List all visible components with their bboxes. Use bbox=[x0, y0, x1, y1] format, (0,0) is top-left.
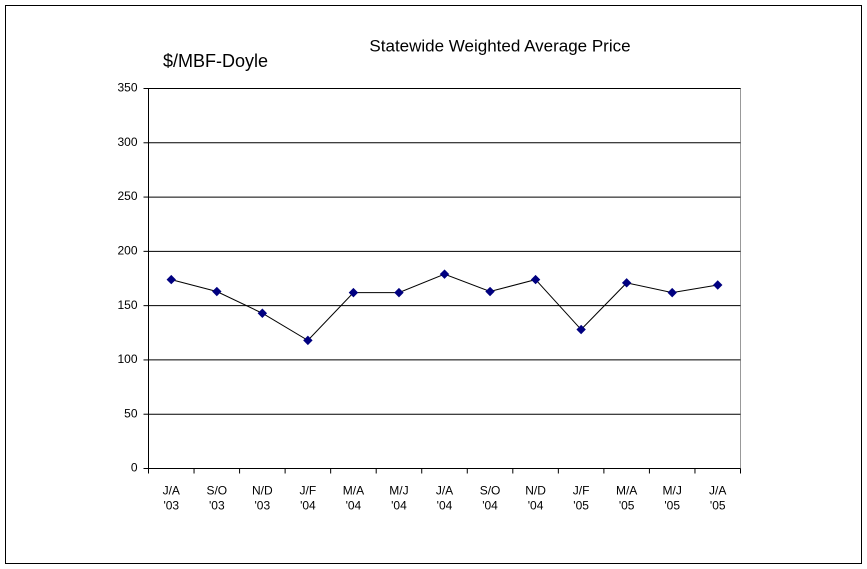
x-tick-label: M/A bbox=[616, 484, 637, 498]
y-tick-label: 150 bbox=[117, 298, 137, 312]
data-marker bbox=[576, 324, 586, 335]
data-marker bbox=[166, 274, 176, 285]
data-marker bbox=[257, 308, 268, 318]
x-tick-label: S/O bbox=[480, 484, 501, 498]
x-tick-label: N/D bbox=[252, 484, 273, 498]
data-marker bbox=[303, 335, 313, 346]
x-tick-label: '04 bbox=[391, 499, 407, 513]
x-tick-label: J/A bbox=[436, 484, 453, 498]
x-tick-label: S/O bbox=[206, 484, 227, 498]
x-tick-label: '03 bbox=[255, 499, 271, 513]
data-marker bbox=[667, 287, 677, 298]
data-marker bbox=[394, 287, 404, 298]
y-tick-label: 50 bbox=[124, 406, 138, 420]
x-tick-label: '04 bbox=[300, 499, 316, 513]
x-tick-label: J/F bbox=[573, 484, 590, 498]
data-marker bbox=[439, 269, 450, 279]
x-tick-label: J/A bbox=[709, 484, 726, 498]
y-tick-label: 250 bbox=[117, 189, 137, 203]
x-tick-label: '04 bbox=[346, 499, 362, 513]
chart-title: Statewide Weighted Average Price bbox=[369, 36, 630, 55]
x-tick-label: M/J bbox=[663, 484, 682, 498]
x-tick-label: M/A bbox=[343, 484, 364, 498]
x-tick-label: '05 bbox=[710, 499, 726, 513]
data-marker bbox=[348, 287, 359, 298]
x-tick-label: '04 bbox=[482, 499, 498, 513]
x-tick-label: '04 bbox=[437, 499, 453, 513]
x-tick-label: M/J bbox=[389, 484, 408, 498]
y-tick-label: 300 bbox=[117, 135, 137, 149]
y-tick-label: 0 bbox=[131, 461, 138, 475]
data-marker bbox=[530, 274, 541, 285]
y-axis-label: $/MBF-Doyle bbox=[163, 51, 268, 71]
x-tick-label: '03 bbox=[209, 499, 225, 513]
y-tick-label: 200 bbox=[117, 244, 137, 258]
x-tick-label: '05 bbox=[573, 499, 589, 513]
x-tick-label: '04 bbox=[528, 499, 544, 513]
y-tick-label: 350 bbox=[117, 81, 137, 95]
data-marker bbox=[621, 278, 632, 288]
y-tick-label: 100 bbox=[117, 352, 137, 366]
data-marker bbox=[212, 286, 222, 297]
x-tick-label: '05 bbox=[619, 499, 635, 513]
x-tick-label: N/D bbox=[525, 484, 546, 498]
x-tick-label: J/A bbox=[163, 484, 180, 498]
x-tick-label: J/F bbox=[300, 484, 317, 498]
x-tick-label: '05 bbox=[664, 499, 680, 513]
data-marker bbox=[713, 280, 723, 290]
x-tick-label: '03 bbox=[163, 499, 179, 513]
data-marker bbox=[485, 286, 495, 297]
